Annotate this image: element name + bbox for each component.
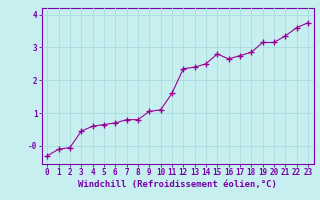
X-axis label: Windchill (Refroidissement éolien,°C): Windchill (Refroidissement éolien,°C) xyxy=(78,180,277,189)
